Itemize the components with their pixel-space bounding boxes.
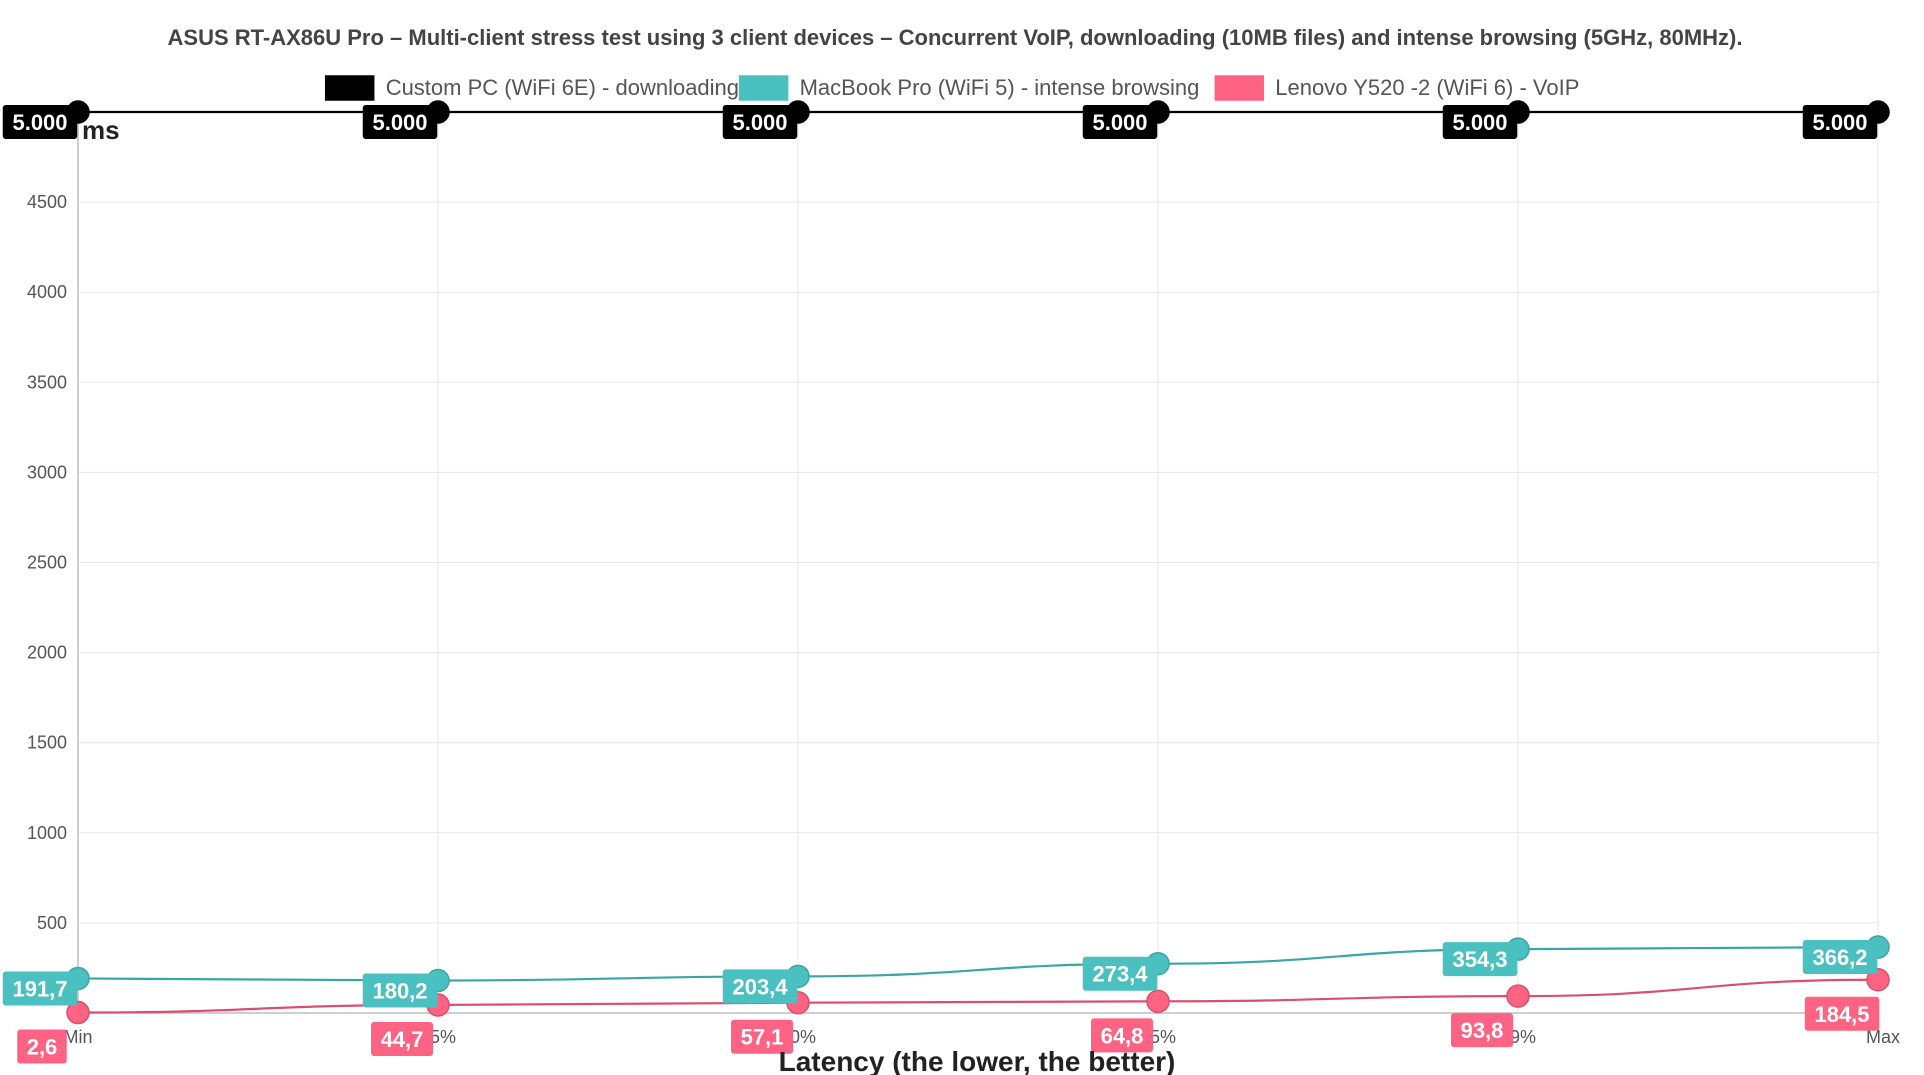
data-label: 180,2	[372, 979, 427, 1004]
y-tick-label: 2500	[27, 553, 67, 573]
data-label-box	[1451, 1013, 1513, 1048]
legend-label: MacBook Pro (WiFi 5) - intense browsing	[800, 75, 1200, 100]
y-tick-label: 4500	[27, 192, 67, 212]
data-label-box	[1091, 1018, 1153, 1053]
data-label-box	[1802, 105, 1878, 139]
data-label: 203,4	[732, 974, 788, 999]
data-point	[66, 1000, 90, 1025]
x-axis-title: Latency (the lower, the better)	[779, 1046, 1176, 1075]
data-label: 354,3	[1452, 947, 1507, 972]
data-label: 93,8	[1461, 1018, 1504, 1043]
series-layer: 5.000 5.000 5.000 5.000 5.000 5.000 191,7 180,2…	[2, 100, 1890, 1064]
data-label-box	[2, 105, 78, 139]
data-label: 5.000	[1092, 110, 1147, 135]
data-label-box	[722, 105, 798, 139]
y-tick-label: 4000	[27, 282, 67, 302]
data-label: 273,4	[1092, 962, 1148, 987]
data-label: 2,6	[27, 1035, 58, 1060]
data-label: 366,2	[1812, 945, 1867, 970]
data-label-box	[1442, 942, 1518, 977]
legend-swatch	[1214, 75, 1265, 101]
series-line	[77, 978, 1879, 1014]
data-label-box	[731, 1019, 793, 1054]
x-tick-label: Max	[1866, 1027, 1900, 1047]
data-label-box	[17, 1029, 67, 1064]
data-point	[1506, 984, 1530, 1008]
data-label: 57,1	[741, 1025, 784, 1050]
data-label-box	[722, 969, 798, 1004]
data-label-box	[1442, 105, 1518, 139]
data-label: 191,7	[12, 976, 67, 1001]
legend: Custom PC (WiFi 6E) - downloading MacBook…	[324, 75, 1579, 101]
data-point	[1866, 968, 1890, 992]
legend-swatch	[738, 75, 789, 101]
data-label-box	[1804, 996, 1880, 1031]
series-line	[77, 945, 1879, 982]
data-label-box	[1082, 956, 1158, 991]
data-label: 5.000	[1452, 110, 1507, 135]
legend-label: Custom PC (WiFi 6E) - downloading	[386, 75, 739, 100]
data-label: 5.000	[12, 110, 67, 135]
grid	[78, 112, 1879, 1013]
data-label-box	[362, 973, 438, 1008]
legend-label: Lenovo Y520 -2 (WiFi 6) - VoIP	[1275, 75, 1579, 100]
data-label: 5.000	[372, 110, 427, 135]
data-label: 64,8	[1101, 1023, 1144, 1048]
data-label-box	[1802, 940, 1878, 975]
data-label: 5.000	[1812, 110, 1867, 135]
y-tick-label: 500	[37, 913, 67, 933]
data-label-box	[2, 971, 78, 1006]
y-tick-label: 1000	[27, 823, 67, 843]
y-axis-unit-label: ms	[82, 115, 120, 145]
data-label: 184,5	[1814, 1002, 1869, 1027]
data-label-box	[371, 1021, 433, 1056]
y-tick-label: 3000	[27, 462, 67, 482]
data-label: 44,7	[381, 1027, 424, 1052]
y-tick-label: 3500	[27, 372, 67, 392]
legend-swatch	[324, 75, 375, 101]
y-tick-label: 2000	[27, 643, 67, 663]
data-point	[1146, 989, 1170, 1014]
data-label-box	[1082, 105, 1158, 139]
y-tick-label: 1500	[27, 733, 67, 753]
data-label-box	[362, 105, 438, 139]
data-label: 5.000	[732, 110, 787, 135]
chart-title: ASUS RT-AX86U Pro – Multi-client stress …	[168, 25, 1743, 50]
x-tick-label: Min	[63, 1027, 92, 1047]
